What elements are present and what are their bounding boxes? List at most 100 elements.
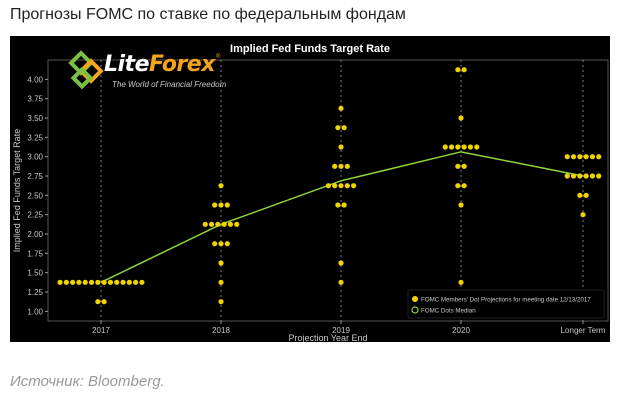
dot-projection — [224, 241, 230, 247]
dot-projection — [218, 299, 224, 305]
liteforex-mark-icon — [68, 50, 104, 90]
dot-projection — [351, 183, 357, 189]
dot-projection — [461, 144, 467, 150]
y-tick-label: 1.00 — [27, 307, 43, 316]
dot-projection — [335, 125, 341, 131]
legend-dot-marker — [412, 296, 418, 302]
dot-projection — [234, 221, 240, 227]
dot-projection — [341, 125, 347, 131]
dot-projection — [458, 115, 464, 121]
dot-projection — [218, 183, 224, 189]
dot-projection — [589, 154, 596, 160]
dot-projection — [338, 260, 344, 266]
dot-projection — [461, 183, 467, 189]
dot-projection — [461, 67, 467, 73]
chart-panel: Implied Fed Funds Target Rate 2017 2018 201… — [10, 36, 610, 342]
median-line — [100, 151, 584, 284]
dot-projection — [227, 221, 234, 227]
legend-label-dots: FOMC Members' Dot Projections for meetin… — [421, 297, 591, 304]
logo-brand-right: Forex — [149, 52, 215, 77]
y-tick-label: 2.25 — [27, 211, 43, 220]
dot-projection — [208, 221, 215, 227]
x-tick-label-longer-term: Longer Term — [561, 326, 606, 335]
x-tick-label-2017: 2017 — [92, 326, 110, 335]
dot-projection — [583, 192, 589, 198]
dot-projection — [332, 183, 338, 189]
dot-projection — [455, 67, 461, 73]
dot-projection — [589, 173, 596, 179]
dot-projection — [218, 241, 224, 247]
fed-funds-chart: Implied Fed Funds Target Rate 2017 2018 201… — [12, 43, 609, 342]
dot-projection — [455, 183, 461, 189]
dot-projection — [458, 279, 464, 285]
y-tick-label: 4.00 — [27, 75, 43, 84]
dot-projection — [70, 279, 76, 285]
plot-frame — [47, 59, 609, 322]
dot-projection — [218, 202, 224, 208]
dot-projection — [338, 105, 344, 111]
dot-projection — [458, 202, 464, 208]
x-tick-label-2018: 2018 — [212, 326, 230, 335]
logo-tagline: The World of Financial Freedom — [112, 80, 227, 89]
dot-projection — [596, 154, 602, 160]
dot-projection — [202, 221, 208, 227]
dot-projection — [570, 173, 577, 179]
dot-projection — [114, 279, 120, 285]
x-axis-label: Projection Year End — [288, 333, 367, 342]
dot-projection — [215, 221, 221, 227]
y-axis-label: Implied Fed Funds Target Rate — [12, 129, 22, 252]
dot-projection — [120, 279, 126, 285]
dot-projection — [335, 202, 341, 208]
dot-projection — [126, 279, 132, 285]
dot-projection — [570, 154, 577, 160]
liteforex-logo: LiteForex ® The World of Financial Freed… — [68, 50, 238, 98]
dot-projection — [221, 221, 227, 227]
dot-projection — [577, 154, 583, 160]
legend-box — [407, 289, 605, 319]
x-tick-label-2020: 2020 — [452, 326, 470, 335]
dot-projection — [442, 144, 448, 150]
y-tick-label: 1.75 — [27, 249, 43, 258]
dot-projection — [455, 163, 461, 169]
dot-projection — [101, 279, 107, 285]
dot-projection — [139, 279, 145, 285]
dot-projection — [583, 173, 589, 179]
dot-projection — [63, 279, 69, 285]
x-tick-label-2019: 2019 — [332, 326, 350, 335]
y-tick-label: 1.25 — [27, 288, 43, 297]
dot-projection — [467, 144, 474, 150]
dot-projection — [341, 202, 347, 208]
dot-projection — [218, 279, 224, 285]
legend-median-marker — [411, 306, 419, 314]
source-caption: Источник: Bloomberg. — [10, 373, 165, 390]
y-tick-label: 2.75 — [27, 172, 43, 181]
dot-projection — [583, 154, 589, 160]
dot-projection — [212, 202, 218, 208]
dot-projection — [455, 144, 461, 150]
dot-projection — [338, 279, 344, 285]
legend-label-median: FOMC Dots Median — [421, 308, 476, 315]
dot-projection — [461, 163, 467, 169]
dot-projection — [57, 279, 63, 285]
y-tick-label: 2.50 — [27, 191, 43, 200]
dot-projection — [218, 260, 224, 266]
dot-projection — [133, 279, 139, 285]
dot-projection — [88, 279, 95, 285]
dot-projection — [564, 173, 570, 179]
dot-projection — [101, 299, 107, 305]
dot-projection — [325, 183, 331, 189]
dot-projection — [577, 173, 583, 179]
dot-projection — [338, 144, 344, 150]
y-tick-label: 3.50 — [27, 114, 43, 123]
dot-projection — [332, 163, 338, 169]
dot-projection — [338, 183, 344, 189]
dot-projection — [448, 144, 455, 150]
dot-projection — [580, 212, 586, 218]
y-tick-label: 1.50 — [27, 269, 43, 278]
dot-projection — [95, 299, 101, 305]
dot-projection — [474, 144, 480, 150]
y-tick-label: 3.25 — [27, 133, 43, 142]
page-heading: Прогнозы FOMC по ставке по федеральным ф… — [10, 6, 406, 23]
dot-projection — [107, 279, 114, 285]
logo-wordmark: LiteForex — [104, 52, 215, 77]
